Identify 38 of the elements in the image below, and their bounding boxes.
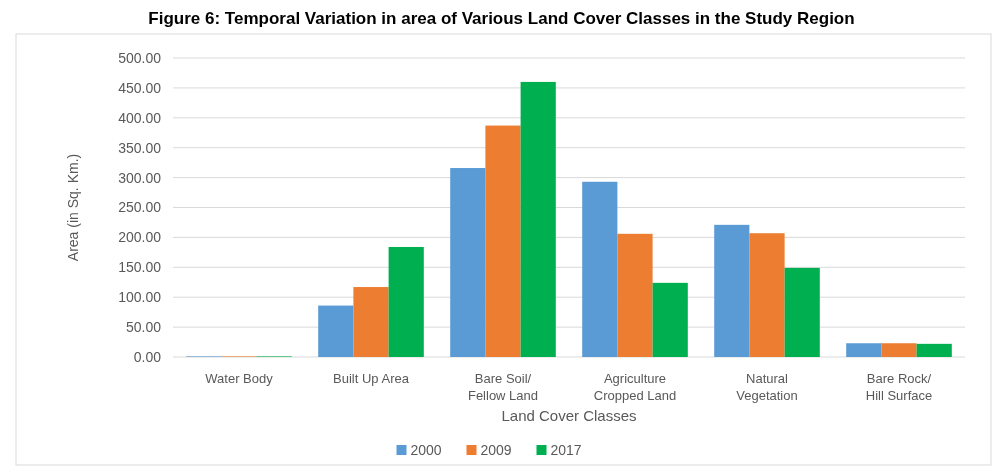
x-tick-label: Built Up Area: [333, 371, 410, 386]
bar: [714, 224, 750, 357]
bar: [652, 282, 688, 357]
chart-title: Figure 6: Temporal Variation in area of Various Land Cover Classes in the Study Region: [148, 9, 855, 28]
x-tick-label: Natural Vegetation: [736, 371, 798, 403]
bar: [617, 233, 653, 357]
bar: [582, 181, 618, 357]
x-tick-label: Water Body: [205, 371, 274, 386]
x-tick-label: Bare Rock/ Hill Surface: [865, 371, 933, 403]
bar: [749, 233, 785, 357]
y-tick-label: 250.00: [118, 199, 162, 216]
y-tick-label: 0.00: [133, 348, 162, 365]
bar: [916, 343, 952, 357]
bar: [846, 343, 882, 357]
y-tick-label: 200.00: [118, 229, 162, 246]
bar: [485, 125, 521, 357]
bar: [353, 287, 389, 357]
legend-label: 2000: [410, 442, 442, 458]
y-tick-label: 300.00: [118, 169, 162, 186]
x-tick-label: Agriculture Cropped Land: [593, 371, 677, 403]
y-tick-label: 450.00: [118, 79, 162, 96]
x-tick-label: Bare Soil/ Fellow Land: [467, 371, 539, 403]
bar: [318, 305, 354, 357]
y-tick-label: 500.00: [118, 49, 162, 66]
y-tick-label: 100.00: [118, 289, 162, 306]
bar: [388, 246, 424, 357]
y-tick-label: 50.00: [125, 319, 162, 335]
y-axis-title: Area (in Sq. Km.): [65, 153, 81, 262]
bar: [520, 81, 556, 357]
y-tick-label: 150.00: [118, 259, 162, 276]
bar: [784, 267, 820, 357]
bar: [450, 168, 486, 357]
y-tick-label: 400.00: [118, 109, 162, 126]
y-tick-label: 350.00: [118, 139, 162, 156]
bar: [881, 343, 917, 357]
legend-label: 2017: [550, 442, 582, 458]
legend-label: 2009: [480, 442, 512, 458]
x-axis-title: Land Cover Classes: [501, 407, 637, 424]
